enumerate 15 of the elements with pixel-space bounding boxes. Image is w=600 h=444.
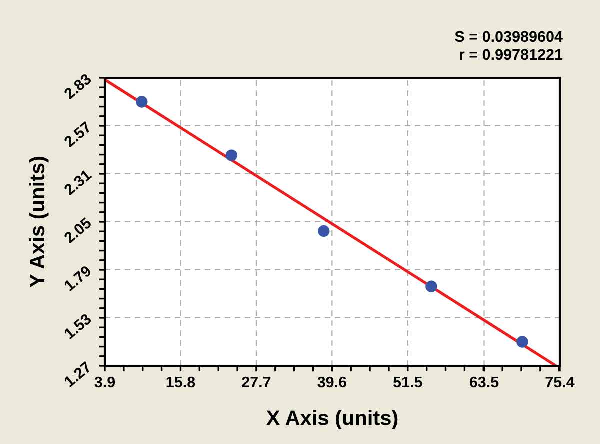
y-tick-label: 1.53 [64,313,92,340]
x-tick-label: 75.4 [546,376,575,388]
x-tick-label: 3.9 [94,376,116,388]
x-tick-label: 27.7 [242,376,271,388]
y-tick-label: 2.31 [63,169,92,196]
x-tick-label: 15.8 [166,376,196,388]
x-tick-label: 63.5 [470,376,499,388]
x-axis-title: X Axis (units) [266,410,398,430]
y-axis-title: Y Axis (units) [29,157,49,288]
x-tick-label: 51.5 [394,376,422,388]
x-tick-label: 39.6 [318,376,346,388]
y-tick-label: 2.83 [63,73,92,100]
y-tick-label: 1.79 [64,265,92,292]
text: r = 0.99781221 [460,49,563,60]
text: S = 0.03989604 [455,31,563,42]
